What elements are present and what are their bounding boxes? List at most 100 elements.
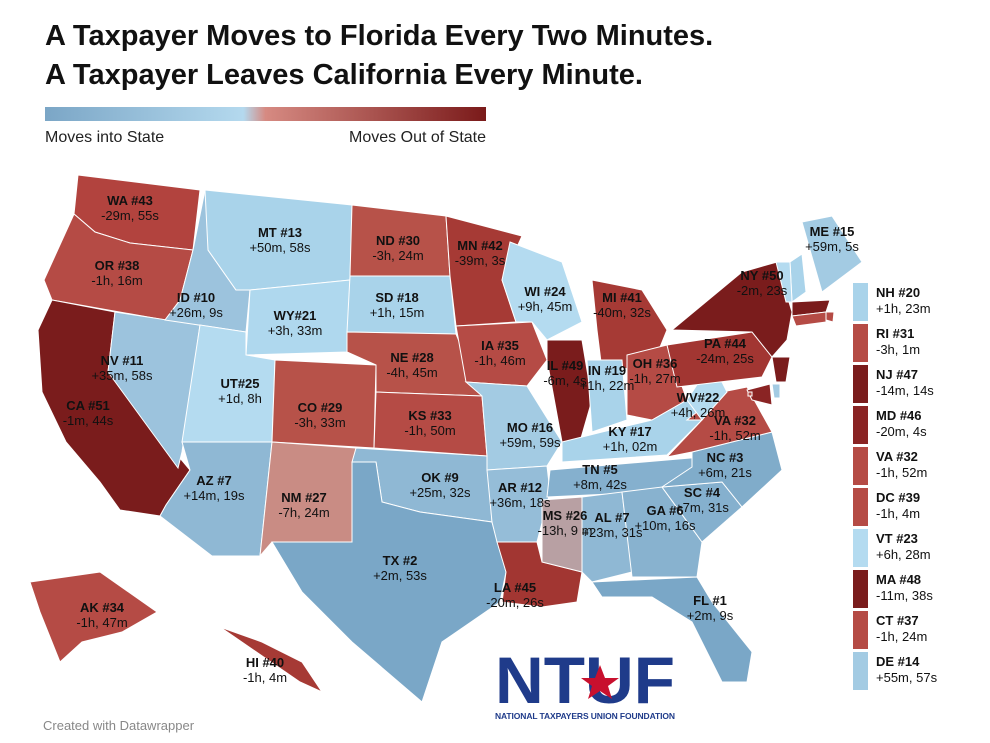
state-value: +1h, 15m <box>370 305 425 320</box>
state-value: +23m, 31s <box>581 525 643 540</box>
key-value: +55m, 57s <box>876 670 938 685</box>
state-value: +2m, 53s <box>373 568 427 583</box>
state-shape <box>496 541 583 608</box>
key-swatch <box>853 324 868 362</box>
state-shape <box>455 321 548 387</box>
key-label: RI #31 <box>876 326 914 341</box>
state-label: GA #6 <box>646 503 683 518</box>
state-value: -3h, 33m <box>294 415 345 430</box>
state-label: WV#22 <box>677 390 720 405</box>
key-swatch <box>853 488 868 526</box>
state-label: MT #13 <box>258 225 302 240</box>
state-value: -29m, 55s <box>101 208 159 223</box>
state-value: -1h, 46m <box>474 353 525 368</box>
state-label: CO #29 <box>298 400 343 415</box>
state-shape <box>747 391 753 397</box>
key-value: -20m, 4s <box>876 424 927 439</box>
legend-label: Moves Out of State <box>349 129 486 146</box>
key-value: +1h, 23m <box>876 301 931 316</box>
state-label: MN #42 <box>457 238 503 253</box>
state-value: +26m, 9s <box>169 305 223 320</box>
state-label: WI #24 <box>524 284 566 299</box>
state-label: AZ #7 <box>196 473 231 488</box>
state-value: +50m, 58s <box>249 240 311 255</box>
state-label: AR #12 <box>498 480 542 495</box>
state-value: -40m, 32s <box>593 305 651 320</box>
state-value: +6m, 21s <box>698 465 752 480</box>
key-value: -3h, 1m <box>876 342 920 357</box>
state-label: FL #1 <box>693 593 727 608</box>
states <box>29 174 863 703</box>
key-swatch <box>853 570 868 608</box>
state-label: OK #9 <box>421 470 459 485</box>
state-label: NY #50 <box>740 268 783 283</box>
key-swatch <box>853 406 868 444</box>
title-line: A Taxpayer Moves to Florida Every Two Mi… <box>45 20 713 52</box>
state-value: +4h, 26m <box>671 405 726 420</box>
state-label: KY #17 <box>608 424 651 439</box>
small-state-key: NH #20+1h, 23m RI #31-3h, 1m NJ #47-14m, 1… <box>853 283 938 690</box>
state-label: NV #11 <box>101 353 144 368</box>
state-value: -3h, 24m <box>372 248 423 263</box>
state-label: ND #30 <box>376 233 420 248</box>
state-value: +59m, 5s <box>805 239 859 254</box>
state-value: +8m, 42s <box>573 477 627 492</box>
state-label: TX #2 <box>383 553 418 568</box>
key-swatch <box>853 652 868 690</box>
state-shape <box>581 491 633 583</box>
state-value: -24m, 25s <box>696 351 754 366</box>
state-label: AL #7 <box>594 510 629 525</box>
state-value: +25m, 32s <box>409 485 471 500</box>
state-shape <box>501 241 583 341</box>
state-label: NE #28 <box>390 350 433 365</box>
state-label: WY#21 <box>274 308 317 323</box>
state-value: -13h, 9 m <box>538 523 593 538</box>
state-label: IN #19 <box>588 363 626 378</box>
state-value: +9h, 45m <box>518 299 573 314</box>
state-shape <box>29 571 158 663</box>
state-label: UT#25 <box>220 376 259 391</box>
key-label: CT #37 <box>876 613 919 628</box>
state-label: NC #3 <box>707 450 744 465</box>
state-value: +1h, 02m <box>603 439 658 454</box>
state-label: WA #43 <box>107 193 153 208</box>
key-value: +6h, 28m <box>876 547 931 562</box>
state-label: ID #10 <box>177 290 215 305</box>
state-label: NM #27 <box>281 490 327 505</box>
state-shape <box>746 383 773 406</box>
state-shape <box>219 626 324 694</box>
key-swatch <box>853 611 868 649</box>
key-label: NH #20 <box>876 285 920 300</box>
key-label: DE #14 <box>876 654 920 669</box>
state-label: LA #45 <box>494 580 536 595</box>
state-value: +59m, 59s <box>499 435 561 450</box>
key-value: -11m, 38s <box>876 588 933 603</box>
key-label: NJ #47 <box>876 367 918 382</box>
key-swatch <box>853 365 868 403</box>
state-value: +1d, 8h <box>218 391 262 406</box>
state-value: -7h, 24m <box>278 505 329 520</box>
state-label: IA #35 <box>481 338 519 353</box>
key-swatch <box>853 283 868 321</box>
state-shape <box>789 253 807 303</box>
state-value: +35m, 58s <box>91 368 153 383</box>
state-value: -1h, 4m <box>243 670 287 685</box>
logo-text: NATIONAL TAXPAYERS UNION FOUNDATION <box>495 711 675 721</box>
state-label: SD #18 <box>375 290 418 305</box>
state-label: OH #36 <box>633 356 678 371</box>
title-line: A Taxpayer Leaves California Every Minut… <box>45 59 643 91</box>
state-shape <box>670 261 793 358</box>
state-label: MS #26 <box>543 508 588 523</box>
state-value: -1h, 27m <box>629 371 680 386</box>
key-label: VA #32 <box>876 449 918 464</box>
state-value: +3h, 33m <box>268 323 323 338</box>
state-shape <box>666 331 773 388</box>
state-shape <box>771 356 791 383</box>
key-label: DC #39 <box>876 490 920 505</box>
state-label: PA #44 <box>704 336 747 351</box>
state-shape <box>825 311 835 323</box>
state-label: MI #41 <box>602 290 642 305</box>
state-value: -1h, 47m <box>76 615 127 630</box>
state-shape <box>271 461 507 703</box>
